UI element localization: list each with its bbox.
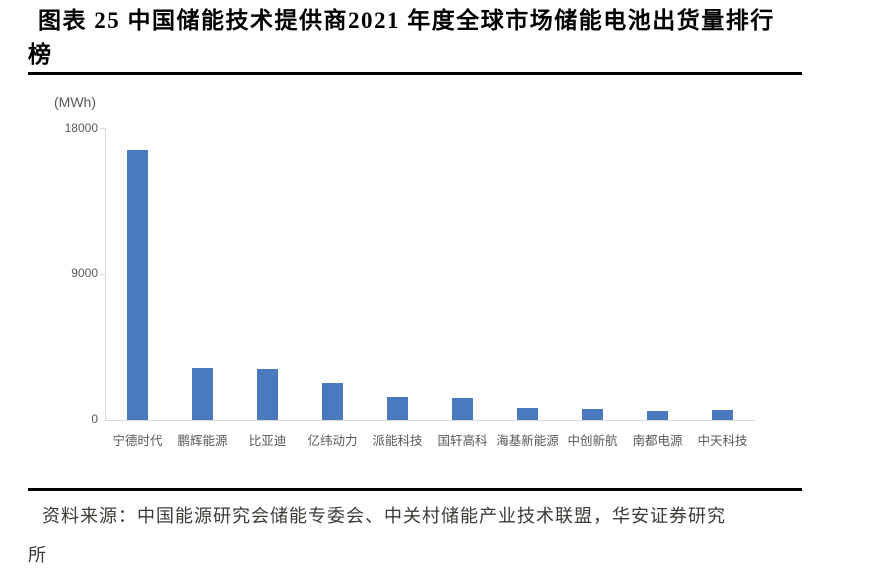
x-tick-label-南都电源: 南都电源 (632, 434, 683, 448)
figure-caption: 图表 25 中国储能技术提供商2021 年度全球市场储能电池出货量排行 榜 (28, 4, 828, 72)
y-tick-label-0: 0 (91, 412, 98, 426)
x-tick-label-中创新航: 中创新航 (567, 434, 618, 448)
bar-海基新能源 (517, 408, 538, 420)
x-tick-label-鹏辉能源: 鹏辉能源 (177, 434, 228, 448)
y-axis-line (105, 128, 106, 421)
x-tick-label-比亚迪: 比亚迪 (248, 434, 287, 448)
x-axis-line (105, 420, 755, 421)
x-tick-label-派能科技: 派能科技 (372, 434, 423, 448)
bar-中天科技 (712, 409, 733, 420)
x-tick-label-国轩高科: 国轩高科 (437, 434, 488, 448)
x-axis-labels: 宁德时代 鹏辉能源 比亚迪 亿纬动力 派能科技 国轩高科 海基新能源 中创新航 南都电源 中天科技 (105, 430, 755, 448)
bottom-divider (28, 488, 802, 491)
y-tick-mark-18000 (100, 128, 105, 129)
source-note-line2: 所 (28, 545, 47, 565)
x-tick-label-亿纬动力: 亿纬动力 (307, 434, 358, 448)
top-divider (28, 72, 802, 75)
bar-南都电源 (647, 410, 668, 420)
x-tick-label-中天科技: 中天科技 (697, 434, 748, 448)
bar-chart: (MWh) 18000 9000 0 宁德时代 鹏辉能源 比亚迪 亿纬动力 派能科技 国轩… (54, 94, 755, 448)
figure-caption-line1: 图表 25 中国储能技术提供商2021 年度全球市场储能电池出货量排行 (38, 8, 775, 33)
bar-亿纬动力 (322, 382, 343, 420)
source-note-line1: 资料来源：中国能源研究会储能专委会、中关村储能产业技术联盟，华安证券研究 (42, 506, 726, 526)
bar-派能科技 (387, 397, 408, 420)
bar-国轩高科 (452, 398, 473, 420)
x-tick-label-海基新能源: 海基新能源 (496, 434, 559, 448)
bar-宁德时代 (127, 149, 148, 420)
bar-比亚迪 (257, 368, 278, 420)
plot-area (100, 128, 755, 421)
y-axis-unit-label: (MWh) (54, 94, 96, 110)
y-tick-label-9000: 9000 (71, 266, 98, 280)
figure-caption-line2: 榜 (28, 42, 53, 67)
y-tick-label-18000: 18000 (64, 121, 98, 135)
y-tick-mark-9000 (100, 274, 105, 275)
bar-中创新航 (582, 408, 603, 420)
bar-鹏辉能源 (192, 367, 213, 420)
source-note: 资料来源：中国能源研究会储能专委会、中关村储能产业技术联盟，华安证券研究 所 (28, 497, 818, 575)
x-tick-label-宁德时代: 宁德时代 (112, 434, 163, 448)
